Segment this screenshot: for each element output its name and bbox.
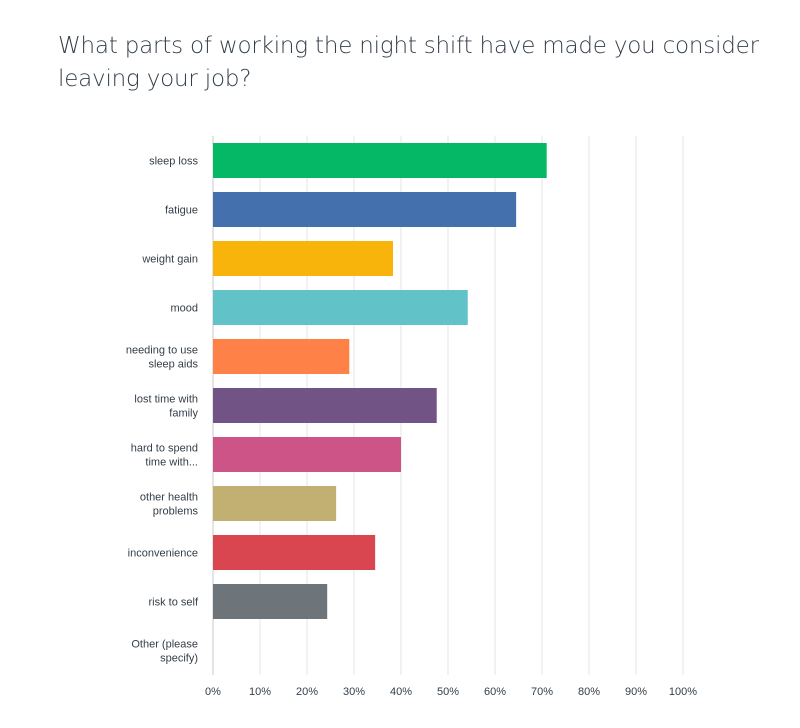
x-tick-label: 50% (437, 686, 459, 698)
category-label: sleep aids (148, 359, 198, 371)
category-label: problems (153, 506, 199, 518)
category-label: specify) (160, 653, 198, 665)
category-label: mood (170, 303, 198, 315)
bar[interactable] (213, 339, 350, 374)
bar[interactable] (213, 535, 376, 570)
category-label: family (169, 408, 198, 420)
category-label: needing to use (126, 345, 198, 357)
x-tick-label: 100% (669, 686, 697, 698)
x-tick-label: 30% (343, 686, 365, 698)
bar[interactable] (213, 241, 394, 276)
x-tick-label: 70% (531, 686, 553, 698)
x-tick-label: 80% (578, 686, 600, 698)
bars (213, 143, 547, 619)
x-tick-label: 60% (484, 686, 506, 698)
bar[interactable] (213, 437, 401, 472)
bar[interactable] (213, 290, 468, 325)
category-label: hard to spend (131, 443, 198, 455)
bar[interactable] (213, 584, 328, 619)
category-labels: sleep loss fatigue weight gain mood needing … (126, 156, 199, 665)
bar[interactable] (213, 486, 337, 521)
category-label: lost time with (134, 394, 198, 406)
x-axis-tick-labels: 0% 10% 20% 30% 40% 50% 60% 70% 80% 90% 100% (205, 686, 697, 698)
category-label: time with... (145, 457, 198, 469)
chart-title: What parts of working the night shift ha… (58, 33, 759, 92)
bar[interactable] (213, 192, 517, 227)
x-tick-label: 20% (296, 686, 318, 698)
category-label: inconvenience (128, 548, 198, 560)
category-label: Other (please (131, 639, 198, 651)
category-label: sleep loss (149, 156, 198, 168)
x-tick-label: 40% (390, 686, 412, 698)
category-label: weight gain (141, 254, 198, 266)
bar[interactable] (213, 388, 437, 423)
x-tick-label: 10% (249, 686, 271, 698)
bar[interactable] (213, 143, 547, 178)
category-label: risk to self (148, 597, 198, 609)
x-tick-label: 0% (205, 686, 221, 698)
x-tick-label: 90% (625, 686, 647, 698)
category-label: other health (140, 492, 198, 504)
category-label: fatigue (165, 205, 198, 217)
